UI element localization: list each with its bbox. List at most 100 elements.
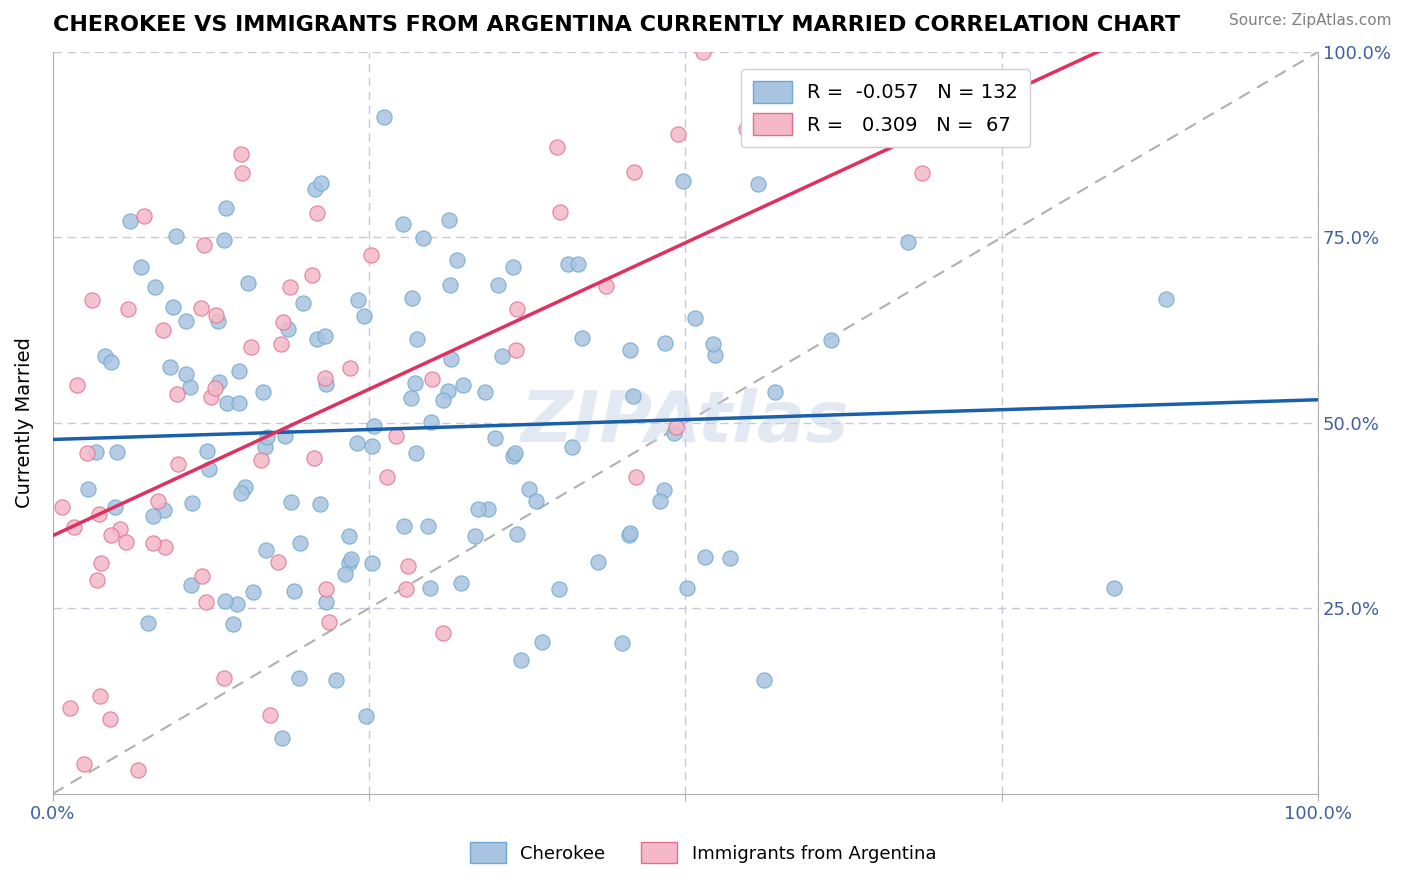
- Cherokee: [406, 332, 429, 346]
- Cherokee: [432, 392, 454, 407]
- Immigrants from Argentina: [142, 536, 165, 550]
- Cherokee: [586, 555, 609, 569]
- Immigrants from Argentina: [146, 493, 169, 508]
- Immigrants from Argentina: [63, 520, 86, 534]
- Cherokee: [557, 257, 579, 271]
- Immigrants from Argentina: [194, 595, 217, 609]
- Immigrants from Argentina: [666, 128, 689, 142]
- Cherokee: [676, 581, 699, 595]
- Immigrants from Argentina: [51, 500, 73, 514]
- Cherokee: [702, 337, 724, 351]
- Cherokee: [277, 322, 299, 336]
- Immigrants from Argentina: [152, 323, 174, 337]
- Immigrants from Argentina: [155, 540, 177, 554]
- Immigrants from Argentina: [200, 390, 222, 404]
- Cherokee: [524, 494, 547, 508]
- Cherokee: [619, 343, 641, 357]
- Immigrants from Argentina: [624, 470, 647, 484]
- Immigrants from Argentina: [314, 370, 336, 384]
- Cherokee: [346, 435, 368, 450]
- Cherokee: [486, 278, 509, 293]
- Cherokee: [567, 257, 589, 271]
- Cherokee: [412, 231, 434, 245]
- Immigrants from Argentina: [420, 372, 443, 386]
- Immigrants from Argentina: [505, 343, 527, 358]
- Cherokee: [420, 416, 443, 430]
- Cherokee: [325, 673, 347, 687]
- Cherokee: [621, 389, 644, 403]
- Cherokee: [654, 336, 676, 351]
- Cherokee: [104, 500, 127, 515]
- Cherokee: [222, 616, 245, 631]
- Cherokee: [292, 295, 315, 310]
- Cherokee: [464, 529, 486, 543]
- Cherokee: [94, 349, 117, 363]
- Immigrants from Argentina: [375, 470, 398, 484]
- Immigrants from Argentina: [115, 535, 138, 549]
- Cherokee: [195, 444, 218, 458]
- Immigrants from Argentina: [595, 279, 617, 293]
- Cherokee: [307, 332, 329, 346]
- Cherokee: [450, 576, 472, 591]
- Immigrants from Argentina: [432, 625, 454, 640]
- Cherokee: [404, 376, 426, 390]
- Immigrants from Argentina: [229, 147, 252, 161]
- Cherokee: [820, 334, 842, 348]
- Immigrants from Argentina: [82, 293, 104, 307]
- Cherokee: [118, 214, 141, 228]
- Cherokee: [361, 557, 384, 571]
- Cherokee: [502, 260, 524, 275]
- Cherokee: [159, 360, 181, 375]
- Cherokee: [416, 518, 439, 533]
- Immigrants from Argentina: [735, 121, 758, 136]
- Cherokee: [451, 378, 474, 392]
- Cherokee: [437, 213, 460, 227]
- Cherokee: [212, 233, 235, 247]
- Cherokee: [252, 385, 274, 400]
- Cherokee: [180, 577, 202, 591]
- Cherokee: [484, 431, 506, 445]
- Cherokee: [76, 482, 98, 496]
- Cherokee: [672, 174, 695, 188]
- Cherokee: [100, 355, 122, 369]
- Cherokee: [399, 391, 422, 405]
- Immigrants from Argentina: [127, 764, 149, 778]
- Immigrants from Argentina: [87, 507, 110, 521]
- Cherokee: [179, 380, 201, 394]
- Immigrants from Argentina: [911, 166, 934, 180]
- Cherokee: [619, 526, 641, 541]
- Immigrants from Argentina: [190, 301, 212, 315]
- Immigrants from Argentina: [231, 166, 253, 180]
- Cherokee: [129, 260, 152, 275]
- Cherokee: [650, 494, 672, 508]
- Cherokee: [340, 552, 363, 566]
- Cherokee: [198, 461, 221, 475]
- Immigrants from Argentina: [59, 700, 82, 714]
- Cherokee: [236, 277, 259, 291]
- Immigrants from Argentina: [385, 429, 408, 443]
- Cherokee: [162, 301, 184, 315]
- Cherokee: [530, 634, 553, 648]
- Cherokee: [290, 536, 312, 550]
- Cherokee: [315, 376, 337, 391]
- Cherokee: [228, 396, 250, 410]
- Immigrants from Argentina: [506, 302, 529, 317]
- Cherokee: [363, 419, 385, 434]
- Cherokee: [683, 310, 706, 325]
- Cherokee: [304, 181, 326, 195]
- Cherokee: [283, 584, 305, 599]
- Immigrants from Argentina: [98, 712, 121, 726]
- Cherokee: [335, 566, 357, 581]
- Cherokee: [174, 368, 197, 382]
- Cherokee: [105, 444, 128, 458]
- Immigrants from Argentina: [280, 280, 302, 294]
- Immigrants from Argentina: [360, 248, 382, 262]
- Immigrants from Argentina: [318, 615, 340, 629]
- Cherokee: [353, 309, 375, 323]
- Immigrants from Argentina: [302, 450, 325, 465]
- Cherokee: [419, 581, 441, 595]
- Cherokee: [662, 426, 685, 441]
- Cherokee: [308, 497, 330, 511]
- Cherokee: [314, 328, 336, 343]
- Cherokee: [256, 430, 278, 444]
